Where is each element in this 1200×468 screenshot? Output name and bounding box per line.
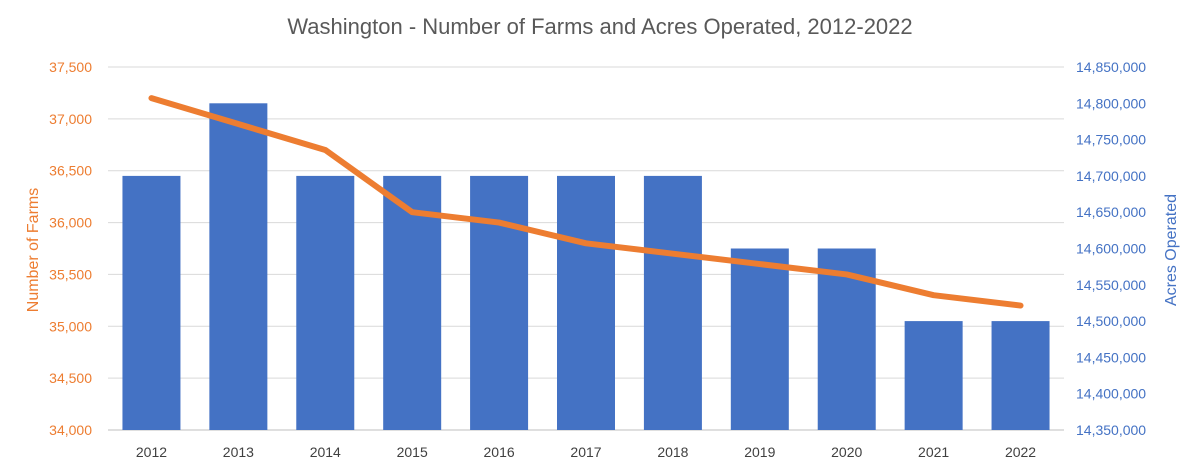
right-tick-label: 14,700,000 — [1076, 168, 1146, 184]
right-tick-label: 14,350,000 — [1076, 422, 1146, 438]
bar-2015 — [383, 175, 442, 430]
left-tick-label: 36,500 — [49, 163, 92, 179]
bar-2017 — [557, 175, 615, 430]
x-tick-label: 2022 — [1005, 444, 1036, 460]
bar-2018 — [643, 175, 702, 430]
x-tick-label: 2013 — [223, 444, 254, 460]
right-tick-label: 14,650,000 — [1076, 204, 1146, 220]
bar-2022 — [991, 321, 1050, 430]
x-tick-label: 2018 — [657, 444, 688, 460]
right-tick-label: 14,800,000 — [1076, 95, 1146, 111]
x-tick-label: 2020 — [831, 444, 862, 460]
right-axis-ticks: 14,350,000 14,400,000 14,450,000 14,500,000… — [1076, 59, 1146, 438]
left-tick-label: 37,500 — [49, 59, 92, 75]
chart-title: Washington - Number of Farms and Acres O… — [287, 14, 913, 39]
right-tick-label: 14,550,000 — [1076, 277, 1146, 293]
bar-2019 — [730, 248, 789, 430]
left-tick-label: 37,000 — [49, 111, 92, 127]
left-tick-label: 34,500 — [49, 370, 92, 386]
bar-2014 — [296, 175, 355, 430]
x-tick-label: 2014 — [310, 444, 341, 460]
farms-line — [148, 95, 1024, 309]
bar-2013 — [209, 103, 268, 431]
right-tick-label: 14,500,000 — [1076, 313, 1146, 329]
left-tick-label: 34,000 — [49, 422, 92, 438]
left-tick-label: 35,000 — [49, 318, 92, 334]
right-tick-label: 14,600,000 — [1076, 241, 1146, 257]
right-tick-label: 14,850,000 — [1076, 59, 1146, 75]
left-axis-ticks: 34,000 34,500 35,000 35,500 36,000 36,500 37,0… — [49, 59, 92, 438]
x-tick-label: 2017 — [570, 444, 601, 460]
acres-bars — [122, 103, 1050, 431]
right-tick-label: 14,450,000 — [1076, 349, 1146, 365]
x-axis-ticks: 2012 2013 2014 2015 2016 2017 2018 2019 2020 2021… — [136, 444, 1036, 460]
x-tick-label: 2012 — [136, 444, 167, 460]
left-tick-label: 35,500 — [49, 266, 92, 282]
x-tick-label: 2015 — [397, 444, 428, 460]
right-tick-label: 14,750,000 — [1076, 132, 1146, 148]
right-tick-label: 14,400,000 — [1076, 386, 1146, 402]
bar-2016 — [470, 175, 529, 430]
x-tick-label: 2016 — [484, 444, 515, 460]
left-axis-title: Number of Farms — [25, 188, 42, 312]
left-tick-label: 36,000 — [49, 215, 92, 231]
x-tick-label: 2019 — [744, 444, 775, 460]
bar-2021 — [904, 321, 963, 430]
bar-2012 — [122, 175, 181, 430]
right-axis-title: Acres Operated — [1163, 194, 1180, 306]
x-tick-label: 2021 — [918, 444, 949, 460]
farms-line-path — [148, 95, 1024, 309]
